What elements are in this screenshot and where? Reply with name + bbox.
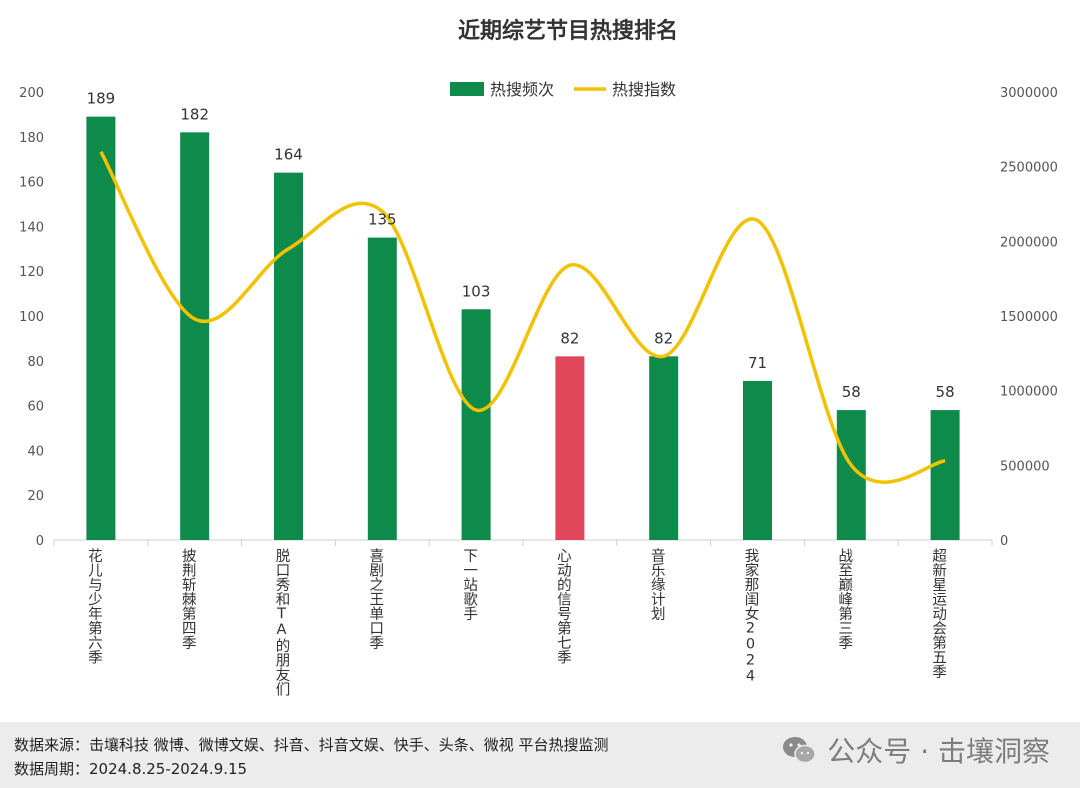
data-source-text: 数据来源：击壤科技 微博、微博文娱、抖音、抖音文娱、快手、头条、微视 平台热搜监… — [14, 736, 609, 754]
bar — [274, 172, 303, 540]
footer: 数据来源：击壤科技 微博、微博文娱、抖音、抖音文娱、快手、头条、微视 平台热搜监… — [0, 722, 1080, 788]
bar — [180, 132, 210, 540]
bar-data-label: 182 — [180, 105, 209, 123]
left-tick-label: 180 — [19, 131, 44, 146]
bar — [555, 356, 585, 540]
legend-bar-label: 热搜频次 — [490, 80, 554, 99]
wechat-icon — [783, 737, 817, 764]
right-tick-label: 3000000 — [1000, 86, 1058, 101]
right-tick-label: 500000 — [1000, 459, 1050, 474]
right-tick-label: 2500000 — [1000, 161, 1058, 176]
bar-data-label: 58 — [842, 383, 861, 401]
index-line — [99, 150, 946, 484]
category-label: 音乐缘计划 — [649, 548, 665, 621]
category-label: 下一站歌手 — [461, 548, 477, 622]
left-tick-label: 20 — [27, 489, 44, 504]
left-tick-label: 40 — [27, 444, 44, 459]
bar — [743, 380, 772, 540]
bar-data-label: 71 — [748, 354, 767, 372]
bar-data-label: 82 — [560, 329, 579, 347]
chart-title: 近期综艺节目热搜排名 — [458, 18, 678, 44]
data-period-text: 数据周期：2024.8.25-2024.9.15 — [14, 760, 248, 778]
bar — [649, 356, 679, 540]
category-label: 花儿与少年第六季 — [86, 548, 102, 665]
right-axis: 0 500000 1000000 1500000 2000000 2500000 30000… — [1000, 86, 1058, 549]
category-label: 战至巅峰第三季 — [836, 548, 852, 650]
category-label: 心动的信号第七季 — [555, 548, 571, 665]
bar-data-label: 164 — [274, 146, 303, 164]
category-label: 脱口秀和TA的朋友们 — [274, 548, 290, 698]
watermark-text: 公众号 · 击壤洞察 — [827, 735, 1050, 768]
left-tick-label: 80 — [27, 355, 44, 370]
bar-data-label: 189 — [87, 90, 116, 108]
left-tick-label: 200 — [19, 86, 44, 101]
bar — [930, 410, 960, 540]
left-axis: 0 20 40 60 80 100 120 140 160 180 200 — [19, 86, 993, 549]
left-tick-label: 60 — [27, 400, 44, 415]
bar — [86, 116, 116, 540]
left-tick-label: 160 — [19, 176, 44, 191]
x-axis-labels: 花儿与少年第六季 披荆斩棘第四季 脱口秀和TA的朋友们 喜剧之王单口季 下一站歌手 心动的… — [86, 548, 946, 698]
category-label: 披荆斩棘第四季 — [180, 548, 196, 650]
right-tick-label: 1500000 — [1000, 310, 1058, 325]
right-tick-label: 0 — [1000, 534, 1008, 549]
bar-data-label: 82 — [654, 329, 673, 347]
bar-series — [86, 116, 960, 540]
bar-data-label: 135 — [368, 211, 397, 229]
bar — [367, 237, 397, 540]
legend-bar-swatch — [450, 82, 484, 96]
left-tick-label: 120 — [19, 265, 44, 280]
category-label: 我家那闺女2024 — [743, 548, 759, 685]
left-tick-label: 140 — [19, 220, 44, 235]
bar — [461, 309, 491, 540]
legend: 热搜频次 热搜指数 — [450, 80, 676, 99]
category-label: 超新星运动会第五季 — [930, 548, 946, 679]
watermark: 公众号 · 击壤洞察 — [781, 730, 1050, 770]
left-tick-label: 0 — [36, 534, 44, 549]
legend-line-label: 热搜指数 — [612, 80, 676, 99]
right-tick-label: 2000000 — [1000, 235, 1058, 250]
bar-data-label: 103 — [462, 282, 491, 300]
bar-data-label: 58 — [936, 383, 955, 401]
combo-chart: 近期综艺节目热搜排名 热搜频次 热搜指数 0 20 40 60 80 100 120 140 16… — [19, 18, 1058, 698]
left-tick-label: 100 — [19, 310, 44, 325]
right-tick-label: 1000000 — [1000, 385, 1058, 400]
category-label: 喜剧之王单口季 — [367, 548, 383, 650]
data-labels: 189 182 164 135 103 82 82 71 58 58 — [87, 90, 955, 401]
